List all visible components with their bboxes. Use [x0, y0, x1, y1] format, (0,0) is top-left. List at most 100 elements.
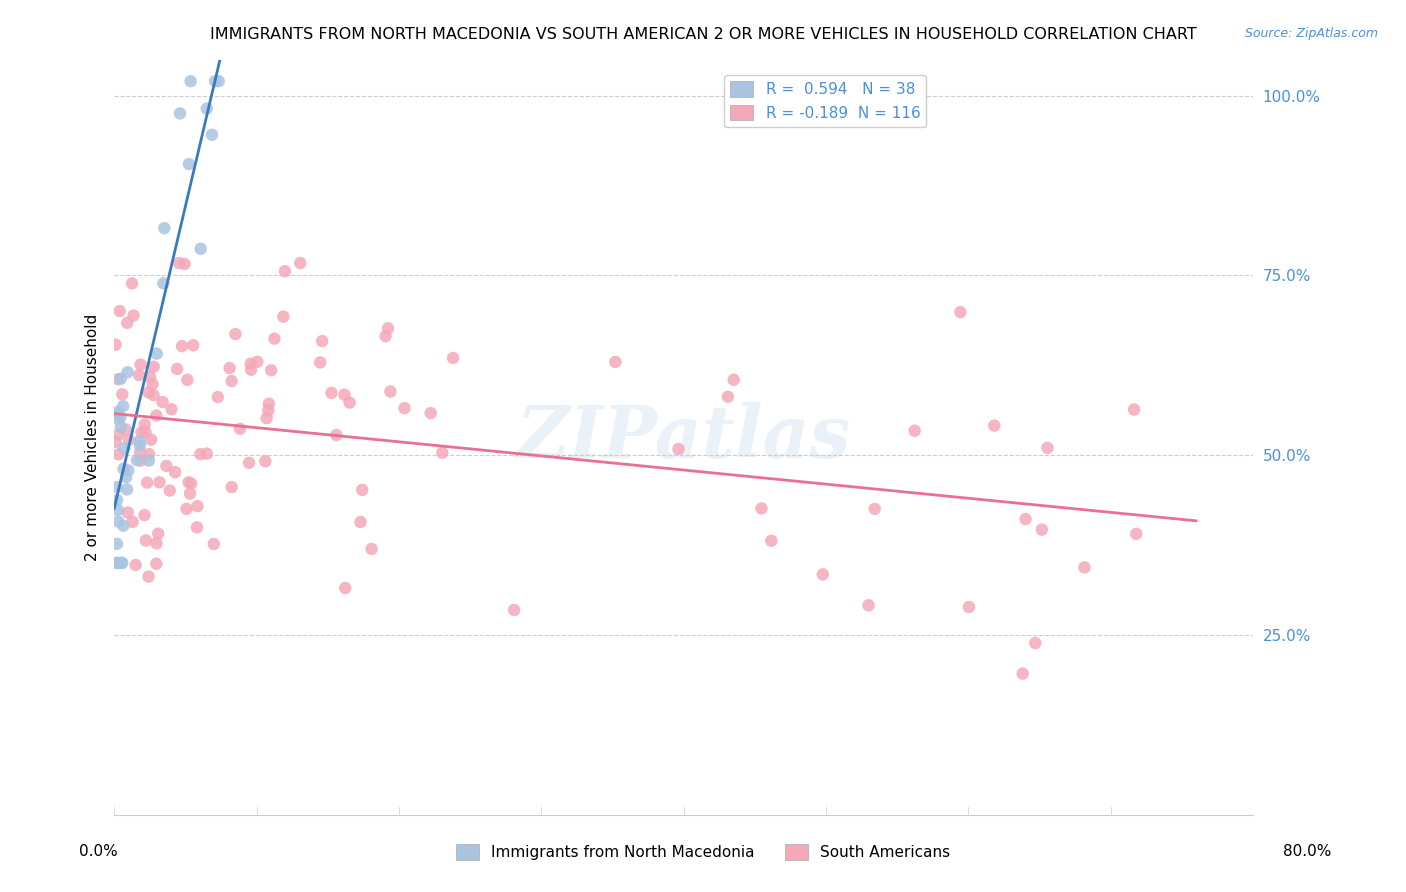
- Point: [115, 316, 138, 330]
- Point: [1024, 636, 1046, 650]
- Point: [195, 102, 218, 116]
- Point: [1125, 526, 1147, 541]
- Point: [177, 157, 200, 171]
- Point: [107, 405, 129, 419]
- Point: [218, 361, 240, 376]
- Point: [717, 390, 740, 404]
- Point: [186, 520, 208, 534]
- Point: [335, 581, 357, 595]
- Point: [180, 74, 202, 88]
- Point: [115, 470, 138, 484]
- Point: [751, 501, 773, 516]
- Point: [104, 434, 127, 449]
- Point: [118, 433, 141, 447]
- Point: [165, 465, 187, 479]
- Point: [221, 480, 243, 494]
- Point: [201, 128, 224, 142]
- Point: [148, 475, 170, 490]
- Point: [167, 256, 190, 270]
- Point: [112, 462, 135, 476]
- Point: [138, 453, 160, 467]
- Point: [105, 556, 128, 570]
- Point: [374, 329, 396, 343]
- Point: [112, 399, 135, 413]
- Point: [432, 446, 454, 460]
- Point: [380, 384, 402, 399]
- Point: [179, 486, 201, 500]
- Point: [238, 456, 260, 470]
- Point: [114, 422, 136, 436]
- Point: [111, 556, 134, 570]
- Point: [117, 463, 139, 477]
- Point: [160, 402, 183, 417]
- Point: [246, 355, 269, 369]
- Text: IMMIGRANTS FROM NORTH MACEDONIA VS SOUTH AMERICAN 2 OR MORE VEHICLES IN HOUSEHOL: IMMIGRANTS FROM NORTH MACEDONIA VS SOUTH…: [209, 27, 1197, 42]
- Point: [135, 533, 157, 548]
- Point: [177, 475, 200, 490]
- Point: [139, 433, 162, 447]
- Point: [122, 309, 145, 323]
- Point: [129, 439, 152, 453]
- Point: [155, 458, 177, 473]
- Point: [441, 351, 464, 365]
- Point: [221, 374, 243, 388]
- Point: [104, 337, 127, 351]
- Point: [136, 475, 159, 490]
- Point: [134, 417, 156, 432]
- Point: [176, 373, 198, 387]
- Point: [190, 242, 212, 256]
- Point: [207, 390, 229, 404]
- Point: [1036, 441, 1059, 455]
- Point: [142, 388, 165, 402]
- Point: [957, 599, 980, 614]
- Text: 80.0%: 80.0%: [1284, 845, 1331, 859]
- Point: [377, 321, 399, 335]
- Point: [139, 370, 162, 384]
- Y-axis label: 2 or more Vehicles in Household: 2 or more Vehicles in Household: [86, 313, 100, 561]
- Point: [105, 480, 128, 494]
- Text: ZIPatlas: ZIPatlas: [516, 401, 851, 473]
- Point: [263, 332, 285, 346]
- Point: [858, 599, 880, 613]
- Point: [863, 502, 886, 516]
- Point: [145, 536, 167, 550]
- Point: [321, 385, 343, 400]
- Legend: R =  0.594   N = 38, R = -0.189  N = 116: R = 0.594 N = 38, R = -0.189 N = 116: [724, 75, 927, 127]
- Point: [983, 418, 1005, 433]
- Point: [112, 518, 135, 533]
- Point: [128, 368, 150, 382]
- Point: [811, 567, 834, 582]
- Point: [124, 558, 146, 572]
- Point: [105, 493, 128, 508]
- Point: [419, 406, 441, 420]
- Point: [195, 447, 218, 461]
- Point: [394, 401, 416, 416]
- Point: [145, 409, 167, 423]
- Point: [309, 355, 332, 369]
- Point: [204, 74, 226, 88]
- Point: [949, 305, 972, 319]
- Point: [115, 483, 138, 497]
- Point: [159, 483, 181, 498]
- Point: [260, 363, 283, 377]
- Point: [352, 483, 374, 497]
- Point: [131, 425, 153, 440]
- Point: [105, 537, 128, 551]
- Point: [240, 362, 263, 376]
- Point: [129, 453, 152, 467]
- Point: [145, 557, 167, 571]
- Point: [1011, 666, 1033, 681]
- Point: [224, 326, 246, 341]
- Text: 0.0%: 0.0%: [79, 845, 118, 859]
- Point: [190, 447, 212, 461]
- Point: [186, 499, 208, 513]
- Point: [723, 373, 745, 387]
- Point: [208, 74, 231, 88]
- Point: [254, 454, 277, 468]
- Point: [360, 541, 382, 556]
- Point: [904, 424, 927, 438]
- Point: [105, 556, 128, 570]
- Point: [142, 377, 165, 392]
- Point: [349, 515, 371, 529]
- Point: [339, 395, 361, 409]
